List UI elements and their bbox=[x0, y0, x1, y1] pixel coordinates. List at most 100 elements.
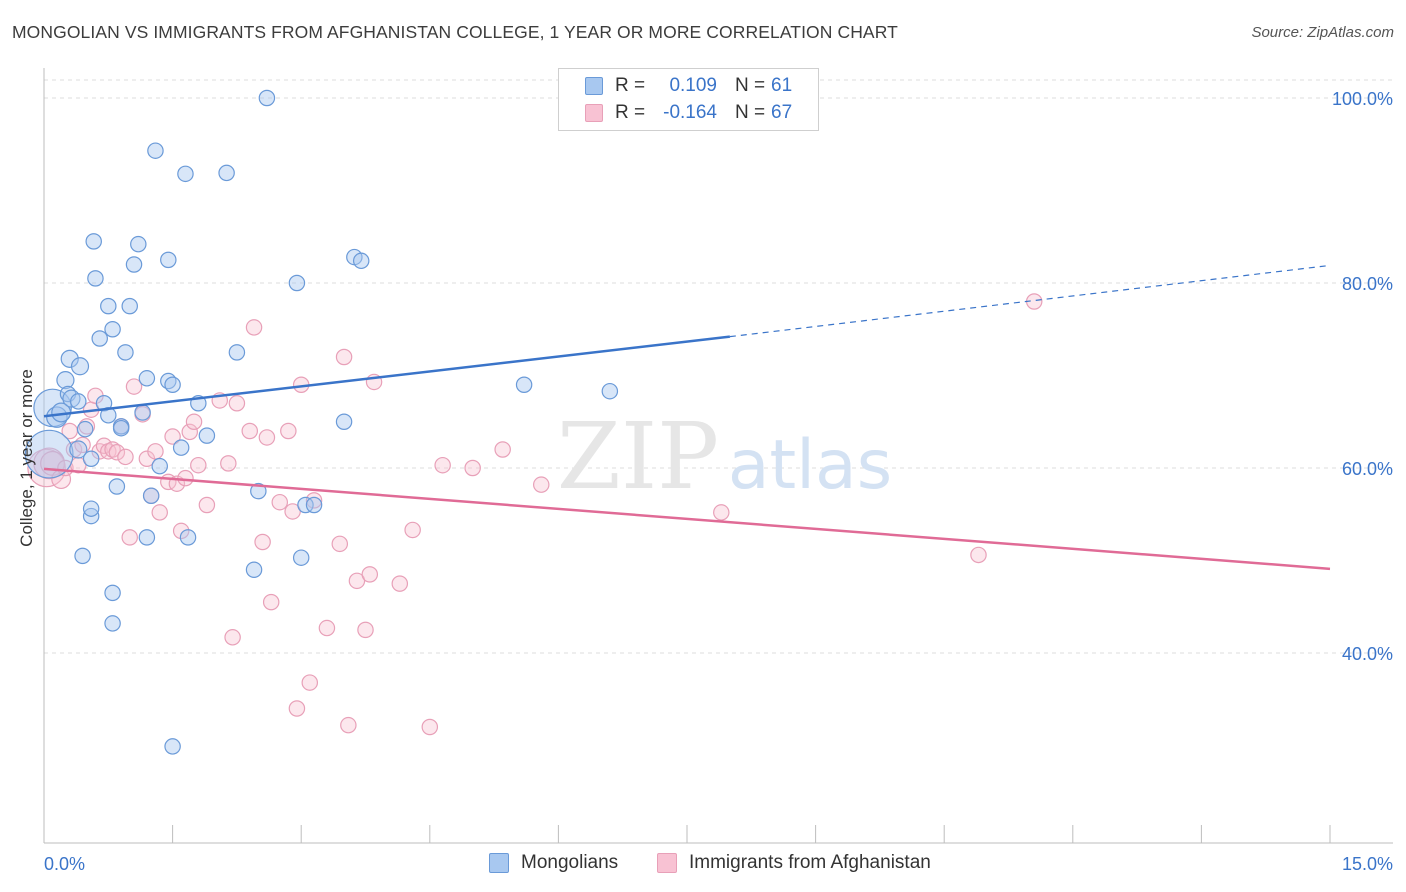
afghanistan-point bbox=[95, 437, 113, 455]
series-legend: Mongolians Immigrants from Afghanistan bbox=[0, 852, 1406, 878]
chart-title: MONGOLIAN VS IMMIGRANTS FROM AFGHANISTAN… bbox=[12, 22, 898, 42]
afghanistan-point bbox=[348, 572, 366, 590]
mongolians-point bbox=[125, 256, 143, 273]
mongolians-point bbox=[70, 357, 90, 376]
watermark-atlas: atlas bbox=[728, 426, 892, 505]
afghanistan-point bbox=[245, 319, 263, 336]
mongolians-point bbox=[352, 252, 370, 270]
mongolians-point bbox=[82, 450, 100, 468]
mongolians-point bbox=[292, 549, 310, 566]
mongolians-point bbox=[138, 370, 156, 387]
afghanistan-point bbox=[271, 493, 289, 511]
afghanistan-point bbox=[117, 448, 134, 466]
mongolians-point bbox=[138, 529, 156, 546]
afghanistan-point bbox=[494, 441, 511, 458]
afghanistan-point bbox=[284, 503, 301, 520]
watermark: ZIP atlas bbox=[557, 403, 892, 510]
afghanistan-point bbox=[198, 496, 216, 514]
afghanistan-point bbox=[121, 529, 138, 546]
mongolians-point bbox=[515, 376, 533, 394]
legend-r-label: R = bbox=[615, 102, 646, 123]
mongolians-point bbox=[172, 439, 190, 456]
mongolians-point bbox=[91, 330, 108, 347]
mongolians-point bbox=[177, 165, 194, 183]
mongolians-point bbox=[601, 382, 619, 400]
mongolians-point bbox=[130, 235, 147, 253]
mongolians-point bbox=[142, 487, 160, 505]
y-tick-label: 60.0% bbox=[1342, 459, 1393, 479]
afghanistan-point bbox=[147, 443, 164, 460]
mongolians-point bbox=[288, 274, 306, 292]
afghanistan-point bbox=[262, 593, 280, 611]
legend-n-value: 67 bbox=[771, 102, 793, 123]
legend-r-value: 0.109 bbox=[669, 75, 717, 96]
afghanistan-point bbox=[970, 546, 987, 564]
series-afghanistan-points bbox=[27, 293, 1043, 736]
afghanistan-point bbox=[190, 456, 207, 474]
afghanistan-point bbox=[533, 476, 550, 493]
afghanistan-point bbox=[177, 469, 194, 487]
afghanistan-point bbox=[220, 455, 237, 472]
afghanistan-point bbox=[361, 566, 379, 583]
afghanistan-point bbox=[78, 418, 96, 435]
legend-swatch-afghanistan bbox=[585, 104, 603, 122]
mongolians-point bbox=[250, 482, 267, 500]
legend-label-afghanistan: Immigrants from Afghanistan bbox=[689, 852, 931, 873]
afghanistan-point bbox=[172, 522, 190, 540]
y-axis-label: College, 1 year or more bbox=[17, 369, 36, 547]
afghanistan-point bbox=[280, 422, 297, 440]
mongolians-point bbox=[164, 376, 181, 394]
watermark-zip: ZIP bbox=[557, 403, 719, 510]
y-axis-label-wrap: College, 1 year or more bbox=[14, 258, 40, 658]
legend-row-mongolians: R = 0.109 N = 61 bbox=[585, 74, 792, 98]
afghanistan-point bbox=[164, 428, 181, 445]
chart-source: Source: ZipAtlas.com bbox=[1251, 24, 1394, 41]
series-mongolians-points bbox=[24, 89, 619, 755]
afghanistan-point bbox=[241, 422, 259, 440]
afghanistan-point bbox=[318, 619, 336, 637]
afghanistan-point bbox=[125, 378, 143, 395]
afghanistan-point bbox=[340, 716, 357, 734]
tick-labels: 40.0% 60.0% 80.0% 100.0% 0.0% 15.0% bbox=[44, 89, 1393, 874]
mongolians-point bbox=[104, 615, 121, 632]
mongolians-point bbox=[198, 427, 216, 444]
mongolians-point bbox=[134, 404, 151, 421]
mongolians-point bbox=[160, 251, 177, 269]
axes bbox=[43, 68, 1393, 844]
afghanistan-point bbox=[301, 674, 319, 691]
afghanistan-point bbox=[228, 395, 246, 412]
legend-item-afghanistan: Immigrants from Afghanistan bbox=[657, 852, 931, 874]
mongolians-point bbox=[82, 500, 100, 517]
afghanistan-point bbox=[421, 718, 439, 736]
afghanistan-point bbox=[305, 492, 323, 509]
x-tick-label: 0.0% bbox=[44, 854, 85, 874]
mongolians-point bbox=[85, 233, 102, 250]
afghanistan-point bbox=[434, 456, 451, 474]
afghanistan-point bbox=[224, 629, 241, 646]
afghanistan-point bbox=[404, 521, 421, 539]
y-tick-label: 80.0% bbox=[1342, 274, 1393, 294]
afghanistan-point bbox=[108, 444, 126, 461]
mongolians-point bbox=[335, 413, 353, 431]
legend-label-mongolians: Mongolians bbox=[521, 852, 619, 873]
afghanistan-point bbox=[357, 621, 374, 639]
mongolians-point bbox=[151, 457, 168, 475]
mongolians-point bbox=[87, 270, 104, 287]
mongolians-point bbox=[179, 529, 197, 546]
afghanistan-point bbox=[185, 413, 203, 431]
mongolians-point bbox=[70, 393, 87, 410]
mongolians-point bbox=[305, 496, 323, 514]
mongolians-point bbox=[117, 344, 134, 361]
y-tick-label: 100.0% bbox=[1332, 89, 1393, 109]
mongolians-point bbox=[112, 419, 130, 437]
afghanistan-point bbox=[713, 504, 730, 521]
trend-line-mongolians bbox=[43, 335, 731, 418]
legend-r-value: -0.164 bbox=[663, 102, 717, 123]
trend-line-mongolians-projection bbox=[729, 264, 1331, 338]
legend-r-label: R = bbox=[615, 75, 646, 96]
mongolians-point bbox=[164, 738, 181, 755]
afghanistan-point bbox=[181, 423, 198, 441]
afghanistan-point bbox=[464, 459, 481, 477]
mongolians-point bbox=[69, 440, 88, 459]
x-tick-label: 15.0% bbox=[1342, 854, 1393, 874]
